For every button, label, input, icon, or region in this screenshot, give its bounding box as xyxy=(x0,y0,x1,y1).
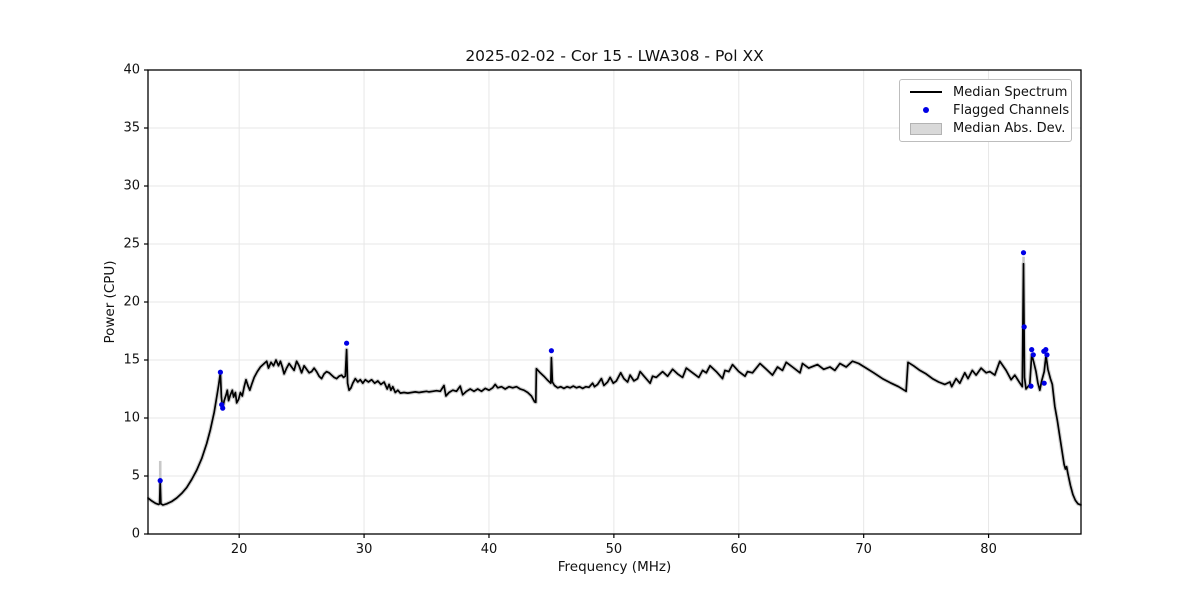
y-tick-label: 25 xyxy=(123,237,140,252)
legend-item-median-spectrum: Median Spectrum xyxy=(907,83,1068,101)
flagged-channel-dot xyxy=(1021,324,1027,330)
x-axis-label: Frequency (MHz) xyxy=(557,559,672,575)
x-tick-label: 80 xyxy=(980,542,997,557)
flagged-channel-dot xyxy=(1020,250,1027,256)
median-spectrum-line xyxy=(147,262,1082,506)
flagged-channel-dot xyxy=(1030,352,1036,358)
x-tick-label: 20 xyxy=(231,542,248,557)
y-tick-label: 40 xyxy=(123,63,140,78)
flagged-dot-swatch-icon xyxy=(907,107,945,114)
flagged-channel-dot xyxy=(1028,383,1034,389)
x-tick-label: 70 xyxy=(855,542,872,557)
x-tick-label: 50 xyxy=(606,542,623,557)
legend-item-mad: Median Abs. Dev. xyxy=(907,120,1066,138)
legend: Median Spectrum Flagged Channels Median … xyxy=(899,79,1072,142)
flagged-channel-dot xyxy=(217,369,223,375)
flagged-channel-dot xyxy=(1044,352,1050,358)
legend-item-flagged-channels: Flagged Channels xyxy=(907,101,1069,119)
y-tick-label: 10 xyxy=(123,411,140,426)
y-tick-label: 15 xyxy=(123,353,140,368)
flagged-channel-dot xyxy=(157,478,163,484)
flagged-channel-dot xyxy=(220,405,226,411)
y-tick-label: 20 xyxy=(123,295,140,310)
flagged-channel-dot xyxy=(344,340,350,346)
legend-label: Median Abs. Dev. xyxy=(953,121,1066,137)
flagged-channel-dot xyxy=(1043,347,1049,353)
legend-label: Median Spectrum xyxy=(953,84,1068,100)
y-tick-label: 30 xyxy=(123,179,140,194)
flagged-channel-dot xyxy=(1041,380,1047,386)
chart-title: 2025-02-02 - Cor 15 - LWA308 - Pol XX xyxy=(465,47,764,65)
y-tick-label: 5 xyxy=(132,469,140,484)
y-tick-label: 35 xyxy=(123,121,140,136)
x-tick-label: 60 xyxy=(731,542,748,557)
flagged-channel-dot xyxy=(1029,347,1035,353)
y-axis-label: Power (CPU) xyxy=(102,260,118,344)
mad-band-halo xyxy=(146,261,1082,507)
x-tick-label: 30 xyxy=(356,542,373,557)
median-line-swatch-icon xyxy=(907,91,945,94)
flagged-channel-dot xyxy=(548,348,555,354)
mad-patch-swatch-icon xyxy=(907,122,945,135)
x-tick-label: 40 xyxy=(481,542,498,557)
y-tick-label: 0 xyxy=(132,527,140,542)
legend-label: Flagged Channels xyxy=(953,102,1070,118)
